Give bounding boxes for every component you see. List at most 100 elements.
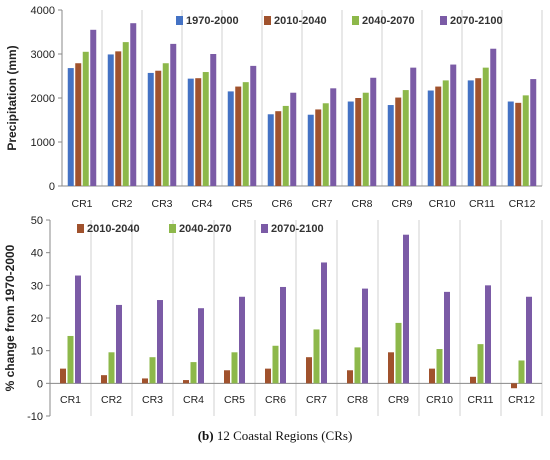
- bar-1970-2000-cr3: [147, 72, 154, 186]
- bar-2040-2070-cr1: [82, 51, 89, 186]
- bar-2040-2070-cr5: [231, 352, 238, 384]
- bar-2070-2100-cr6: [280, 286, 286, 384]
- category-label-cr3: CR3: [151, 198, 172, 210]
- category-label-cr10: CR10: [426, 394, 453, 406]
- category-label-cr5: CR5: [224, 394, 245, 406]
- category-label-cr3: CR3: [142, 394, 163, 406]
- bar-2010-2040-cr2: [101, 375, 107, 384]
- bar-2070-2100-cr12: [530, 79, 537, 186]
- bar-2010-2040-cr3: [142, 378, 148, 384]
- category-label-cr9: CR9: [388, 394, 409, 406]
- bar-2010-2040-cr9: [388, 352, 394, 384]
- bar-2040-2070-cr12: [518, 360, 525, 384]
- legend-swatch-2070-2100: [440, 16, 447, 25]
- bar-2070-2100-cr5: [250, 65, 257, 186]
- category-label-cr1: CR1: [60, 394, 81, 406]
- y-tick-label: 0: [37, 378, 43, 390]
- category-label-cr7: CR7: [311, 198, 332, 210]
- y-tick-label: 1000: [31, 137, 55, 149]
- category-label-cr7: CR7: [306, 394, 327, 406]
- bar-2040-2070-cr7: [322, 103, 329, 186]
- bar-2010-2040-cr4: [183, 380, 189, 384]
- precipitation-chart: 0 1000 2000 3000 4000 Precipitation (mm) CR1 CR…: [5, 5, 543, 210]
- legend-swatch-1970-2000: [176, 16, 183, 25]
- bar-2010-2040-cr12: [511, 383, 517, 389]
- bar-1970-2000-cr12: [507, 101, 514, 186]
- bar-2010-2040-cr5: [224, 370, 230, 384]
- bar-2070-2100-cr3: [157, 300, 163, 384]
- bar-2070-2100-cr3: [170, 43, 177, 186]
- bar-2010-2040-cr7: [306, 357, 312, 384]
- bar-2010-2040-cr1: [75, 63, 82, 186]
- legend-label-2040-2070: 2040-2070: [179, 223, 232, 235]
- bar-2040-2070-cr12: [522, 95, 529, 186]
- category-label-cr1: CR1: [71, 198, 92, 210]
- figure-caption: (b) 12 Coastal Regions (CRs): [0, 428, 550, 444]
- legend-label-2040-2070: 2040-2070: [362, 15, 415, 27]
- bar-2070-2100-cr12: [526, 296, 532, 384]
- bar-1970-2000-cr2: [107, 54, 114, 186]
- bar-2070-2100-cr7: [321, 262, 327, 384]
- bar-2040-2070-cr9: [395, 322, 402, 384]
- bar-2010-2040-cr4: [195, 78, 202, 186]
- bar-2040-2070-cr10: [436, 349, 443, 384]
- y-axis-label: Precipitation (mm): [5, 45, 19, 150]
- legend-label-2010-2040: 2010-2040: [274, 15, 327, 27]
- y-tick-label: 50: [31, 215, 43, 227]
- legend-swatch-2070-2100: [261, 224, 268, 233]
- bar-2040-2070-cr5: [242, 82, 249, 186]
- bar-2010-2040-cr8: [355, 98, 362, 186]
- bar-2070-2100-cr11: [490, 48, 497, 186]
- y-tick-label: 2000: [31, 93, 55, 105]
- category-label-cr10: CR10: [429, 198, 456, 210]
- bar-2070-2100-cr11: [485, 285, 491, 384]
- bar-2040-2070-cr1: [67, 335, 74, 384]
- bar-2010-2040-cr6: [275, 111, 282, 186]
- y-tick-label: 0: [49, 181, 55, 193]
- legend-label-2070-2100: 2070-2100: [450, 15, 503, 27]
- bar-1970-2000-cr10: [427, 90, 434, 186]
- category-label-cr2: CR2: [111, 198, 132, 210]
- bar-2040-2070-cr4: [190, 362, 197, 384]
- bar-2010-2040-cr11: [475, 78, 482, 186]
- category-label-cr11: CR11: [467, 394, 493, 406]
- bar-2040-2070-cr3: [149, 357, 156, 384]
- legend-label-1970-2000: 1970-2000: [186, 15, 239, 27]
- bar-2070-2100-cr7: [330, 88, 337, 186]
- category-label-cr4: CR4: [191, 198, 212, 210]
- percent-change-chart: -10 0 10 20 30 40 50 % change from 1970-2000 CR1…: [3, 215, 543, 423]
- bar-2040-2070-cr9: [402, 90, 409, 186]
- category-label-cr6: CR6: [265, 394, 286, 406]
- bar-1970-2000-cr4: [187, 78, 194, 186]
- category-label-cr12: CR12: [508, 394, 535, 406]
- bar-2010-2040-cr10: [429, 368, 435, 384]
- legend-label-2070-2100: 2070-2100: [271, 223, 324, 235]
- bar-2070-2100-cr8: [370, 77, 377, 186]
- bar-2010-2040-cr7: [315, 109, 322, 186]
- bar-2040-2070-cr4: [202, 72, 209, 186]
- bar-2070-2100-cr8: [362, 288, 368, 384]
- bar-2070-2100-cr5: [239, 296, 245, 384]
- bar-1970-2000-cr7: [307, 114, 314, 186]
- bar-2010-2040-cr10: [435, 86, 442, 186]
- caption-text: 12 Coastal Regions (CRs): [216, 428, 353, 443]
- bar-2040-2070-cr6: [272, 345, 279, 384]
- bar-2070-2100-cr4: [198, 308, 204, 384]
- bar-2040-2070-cr8: [354, 347, 361, 384]
- y-axis-label: % change from 1970-2000: [3, 244, 17, 391]
- bar-2040-2070-cr11: [482, 67, 489, 186]
- bar-1970-2000-cr5: [227, 91, 234, 186]
- bar-2070-2100-cr9: [403, 234, 409, 384]
- bar-2070-2100-cr2: [116, 304, 122, 384]
- y-tick-label: 10: [31, 346, 43, 358]
- category-label-cr2: CR2: [101, 394, 122, 406]
- bar-2070-2100-cr9: [410, 67, 417, 186]
- bar-2070-2100-cr6: [290, 92, 297, 186]
- bar-2010-2040-cr12: [515, 102, 522, 186]
- bar-2040-2070-cr6: [282, 105, 289, 186]
- legend-swatch-2010-2040: [77, 224, 84, 233]
- category-label-cr6: CR6: [271, 198, 292, 210]
- bar-2010-2040-cr11: [470, 376, 476, 384]
- bar-2070-2100-cr1: [90, 29, 97, 186]
